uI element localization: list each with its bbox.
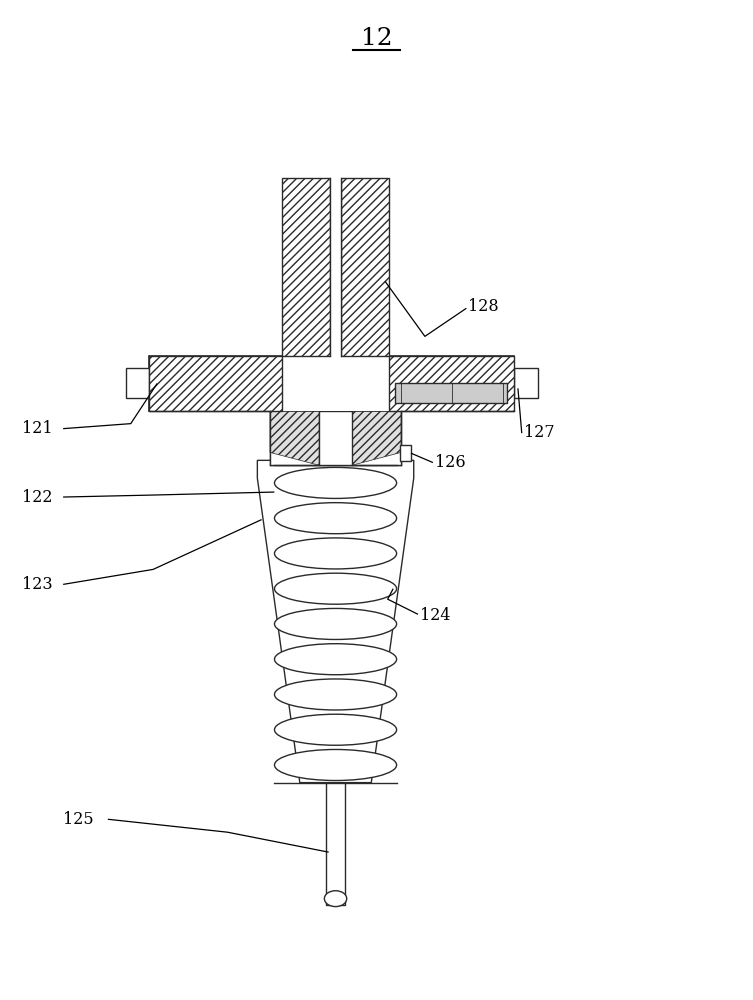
Text: 125: 125 [63, 811, 93, 828]
Polygon shape [352, 411, 401, 465]
Bar [341, 178, 389, 356]
Text: 126: 126 [434, 454, 465, 471]
Text: 123: 123 [22, 576, 53, 593]
Ellipse shape [275, 749, 397, 781]
Ellipse shape [275, 538, 397, 569]
Bar [400, 445, 411, 461]
Ellipse shape [275, 573, 397, 604]
Bar [126, 368, 149, 398]
Bar [389, 356, 514, 411]
Text: 127: 127 [524, 424, 554, 441]
Ellipse shape [325, 891, 346, 907]
Ellipse shape [275, 714, 397, 745]
Bar [319, 411, 352, 465]
Bar [149, 356, 282, 411]
Text: 12: 12 [361, 27, 392, 50]
Bar [282, 356, 389, 411]
Bar [331, 178, 341, 356]
Bar [514, 368, 538, 398]
Text: 121: 121 [22, 420, 53, 437]
Bar [352, 411, 401, 465]
Ellipse shape [275, 644, 397, 675]
Ellipse shape [275, 467, 397, 498]
Ellipse shape [275, 608, 397, 639]
Polygon shape [270, 411, 319, 465]
Bar [149, 356, 514, 411]
Text: 128: 128 [468, 298, 498, 315]
Text: 124: 124 [419, 607, 450, 624]
Bar [270, 411, 319, 465]
Bar [282, 178, 331, 356]
Text: 122: 122 [22, 489, 53, 506]
Bar [326, 783, 345, 905]
Bar [395, 383, 507, 403]
Bar [270, 411, 401, 465]
Polygon shape [258, 460, 413, 783]
Ellipse shape [275, 503, 397, 534]
Ellipse shape [275, 679, 397, 710]
